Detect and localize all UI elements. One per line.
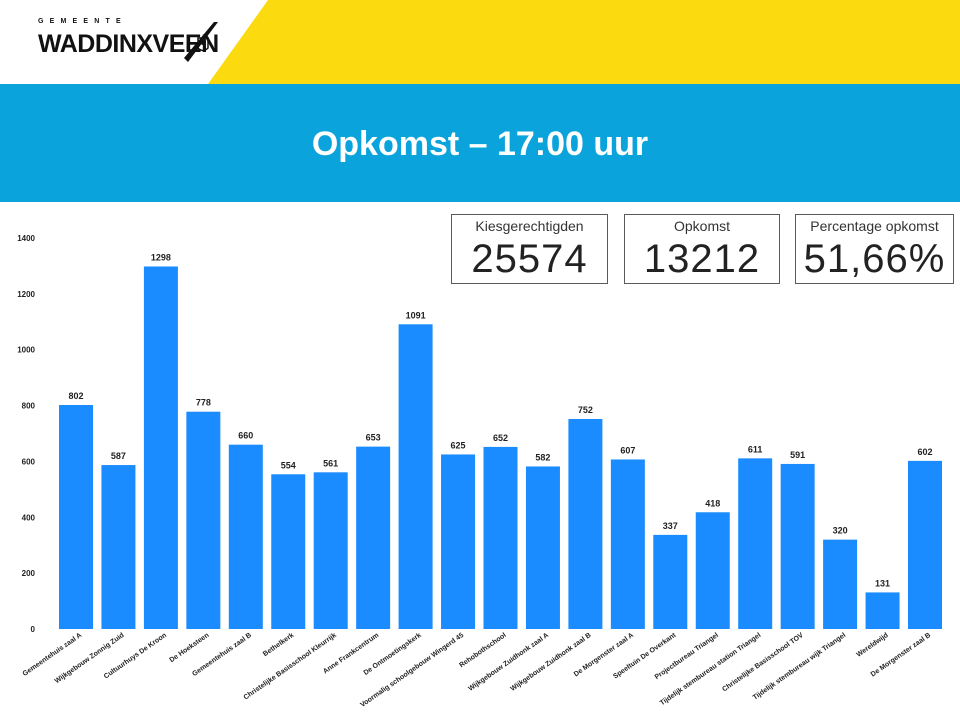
bar [610, 459, 645, 629]
y-tick-label: 1400 [17, 234, 35, 243]
x-tick-label: Christelijke Basisschool Kleurrijk [243, 632, 338, 702]
kpi-label: Percentage opkomst [810, 218, 939, 234]
header: GEMEENTE WADDINXVEEN [0, 0, 960, 84]
x-tick-label: Wijkgebouw Zuidhonk zaal B [510, 632, 593, 693]
kpi-label: Kiesgerechtigden [475, 218, 584, 234]
logo: GEMEENTE WADDINXVEEN [38, 18, 219, 68]
bar [738, 458, 773, 629]
x-tick-label: Tijdelijk stembureau wijk Triangel [752, 632, 847, 702]
title-band: Opkomst – 17:00 uur [0, 84, 960, 202]
bar [568, 418, 603, 629]
data-label: 652 [493, 433, 508, 443]
bar [398, 324, 433, 629]
data-label: 418 [705, 498, 720, 508]
bar [695, 512, 730, 629]
bar [59, 405, 93, 629]
y-tick-label: 800 [22, 402, 36, 411]
bar [908, 460, 942, 629]
kpi-value: 13212 [643, 237, 761, 281]
y-tick-label: 1200 [17, 290, 35, 299]
x-tick-label: Christelijke Basisschool TOV [721, 632, 805, 694]
x-tick-label: Wereldwijd [856, 632, 890, 659]
bar [313, 472, 348, 629]
bar [483, 446, 518, 629]
x-tick-label: Wijkgebouw Zuidhonk zaal A [467, 632, 550, 693]
data-label: 611 [748, 444, 763, 454]
data-label: 778 [196, 398, 211, 408]
bar-chart: 0200400600800100012001400802Gemeentehuis… [17, 234, 942, 709]
bar [441, 454, 476, 629]
data-label: 591 [790, 450, 805, 460]
kpi-value: 51,66% [803, 237, 946, 281]
y-tick-label: 200 [22, 569, 36, 578]
data-label: 561 [323, 458, 338, 468]
kpi-card-kiesgerechtigden: Kiesgerechtigden 25574 [451, 214, 608, 284]
data-label: 660 [238, 431, 253, 441]
kpi-label: Opkomst [673, 218, 730, 234]
page-title: Opkomst – 17:00 uur [311, 124, 649, 163]
data-label: 1298 [151, 252, 171, 262]
y-tick-label: 1000 [17, 346, 35, 355]
x-tick-label: De Hoeksteen [169, 632, 211, 664]
bar [823, 539, 858, 629]
bar [228, 444, 263, 629]
bar [356, 446, 391, 629]
data-label: 320 [833, 526, 848, 536]
header-yellow-band [208, 0, 960, 84]
bar [186, 411, 221, 629]
data-label: 582 [535, 452, 550, 462]
kpi-card-opkomst: Opkomst 13212 [624, 214, 780, 284]
bar [525, 466, 560, 629]
bar [780, 463, 815, 629]
data-label: 337 [663, 521, 678, 531]
y-tick-label: 600 [22, 457, 36, 466]
kpi-value: 25574 [471, 237, 588, 281]
bar [653, 534, 688, 629]
y-tick-label: 0 [31, 625, 36, 634]
kpi-card-percentage: Percentage opkomst 51,66% [795, 214, 954, 284]
data-label: 802 [68, 391, 83, 401]
data-label: 607 [620, 445, 635, 455]
data-label: 625 [451, 440, 466, 450]
data-label: 1091 [406, 310, 426, 320]
y-tick-label: 400 [22, 513, 36, 522]
bar [865, 592, 900, 629]
data-label: 602 [917, 447, 932, 457]
data-label: 587 [111, 451, 126, 461]
data-label: 752 [578, 405, 593, 415]
bar [101, 465, 136, 629]
data-label: 653 [366, 433, 381, 443]
bar [143, 266, 178, 629]
x-tick-label: Wijkgebouw Zonnig Zuid [54, 632, 126, 685]
coat-of-arms-icon [184, 22, 218, 62]
logo-small-text: GEMEENTE [38, 18, 127, 25]
data-label: 554 [281, 460, 296, 470]
data-label: 131 [875, 578, 890, 588]
x-tick-label: Bethelkerk [262, 632, 295, 658]
bar [271, 474, 306, 629]
